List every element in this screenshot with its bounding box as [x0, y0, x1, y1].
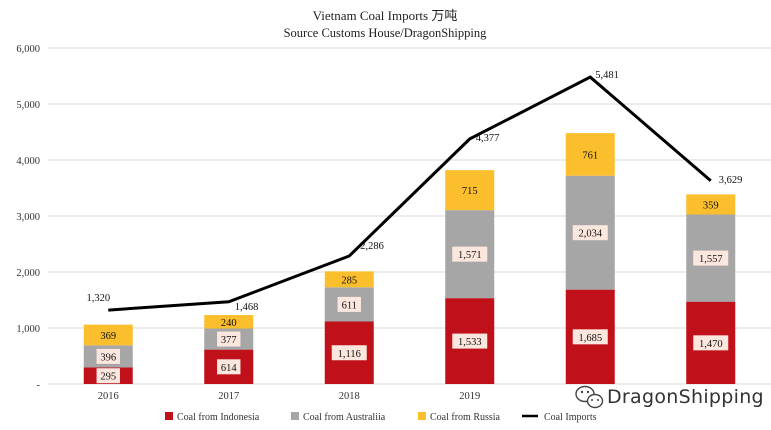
legend-swatch — [291, 412, 299, 420]
data-label-box — [337, 296, 361, 312]
bar-data-label: 377 — [221, 335, 237, 346]
legend-swatch — [418, 412, 426, 420]
x-tick-label: 2016 — [98, 391, 119, 402]
bar-data-label: 396 — [100, 352, 116, 363]
y-tick-label: 6,000 — [16, 44, 40, 55]
data-label-box — [96, 368, 120, 384]
bar-data-label: 1,571 — [458, 250, 482, 261]
line-data-label: 1,320 — [86, 293, 110, 304]
bar-data-label: 614 — [221, 363, 238, 374]
data-label-box — [217, 331, 241, 347]
chart-title: Vietnam Coal Imports 万吨 — [313, 8, 458, 23]
bar-segment — [686, 194, 736, 215]
data-label-box — [96, 348, 120, 364]
y-tick-label: 4,000 — [16, 156, 40, 167]
line-data-label: 4,377 — [476, 133, 500, 144]
bar-data-label: 1,685 — [578, 333, 602, 344]
data-label-box — [693, 335, 729, 351]
bar-segment — [324, 271, 374, 288]
line-series — [108, 75, 712, 312]
data-label-box — [693, 250, 729, 266]
watermark: DragonShipping — [575, 385, 764, 409]
line-data-label: 1,468 — [235, 302, 259, 313]
legend-label: Coal from Russia — [430, 412, 501, 423]
data-label-box — [217, 359, 241, 375]
bar-segments — [83, 133, 736, 384]
legend: Coal from Indonesia Coal from Australiia C… — [165, 412, 597, 423]
bar-data-label: 611 — [342, 300, 357, 311]
total-line — [108, 75, 712, 312]
data-label-box — [452, 333, 488, 349]
x-tick-label: 2019 — [459, 391, 480, 402]
legend-label: Coal from Indonesia — [177, 412, 260, 423]
gridlines — [48, 47, 771, 385]
data-label-box — [331, 345, 367, 361]
y-tick-label: 1,000 — [16, 324, 40, 335]
line-data-label: 3,629 — [719, 175, 743, 186]
legend-label: Coal Imports — [544, 412, 597, 423]
bar-data-label: 715 — [462, 186, 478, 197]
data-label-box — [452, 246, 488, 262]
x-tick-label: 2017 — [218, 391, 239, 402]
y-tick-label: 5,000 — [16, 100, 40, 111]
bar-data-label: 369 — [100, 331, 116, 342]
x-axis-ticks: 2016 2017 2018 2019 — [98, 391, 481, 402]
bar-segment — [83, 324, 133, 346]
bar-segment — [204, 315, 254, 329]
bar-data-label: 1,470 — [699, 339, 723, 350]
data-label-box — [572, 329, 608, 345]
y-axis-ticks: - 1,000 2,000 3,000 4,000 5,000 6,000 — [16, 44, 40, 391]
y-tick-label: - — [37, 380, 41, 391]
bar-data-label: 1,557 — [699, 254, 723, 265]
bar-segment — [445, 170, 495, 211]
bar-data-label: 1,533 — [458, 337, 482, 348]
data-label-box — [572, 225, 608, 241]
bar-data-label: 761 — [582, 150, 598, 161]
bar-data-label: 285 — [341, 275, 357, 286]
chart-subtitle: Source Customs House/DragonShipping — [284, 26, 488, 40]
bar-data-label: 359 — [703, 200, 719, 211]
legend-swatch — [165, 412, 173, 420]
line-data-labels: 1,320 1,468 2,286 4,377 5,481 3,629 — [86, 70, 742, 313]
line-data-label: 5,481 — [595, 70, 619, 81]
bar-data-label: 2,034 — [578, 229, 602, 240]
wechat-icon — [575, 385, 604, 409]
bar-data-label: 1,116 — [338, 349, 361, 360]
bar-data-label: 240 — [221, 318, 237, 329]
legend-label: Coal from Australiia — [303, 412, 386, 423]
y-tick-label: 2,000 — [16, 268, 40, 279]
x-tick-label: 2018 — [339, 391, 360, 402]
y-tick-label: 3,000 — [16, 212, 40, 223]
watermark-label: DragonShipping — [607, 386, 764, 408]
bar-data-labels: 295 396 369 614 377 240 1,116 611 285 1,533 1,571 7… — [96, 150, 729, 384]
bar-data-label: 295 — [100, 372, 116, 383]
bar-segment — [565, 133, 615, 176]
line-data-label: 2,286 — [360, 241, 384, 252]
